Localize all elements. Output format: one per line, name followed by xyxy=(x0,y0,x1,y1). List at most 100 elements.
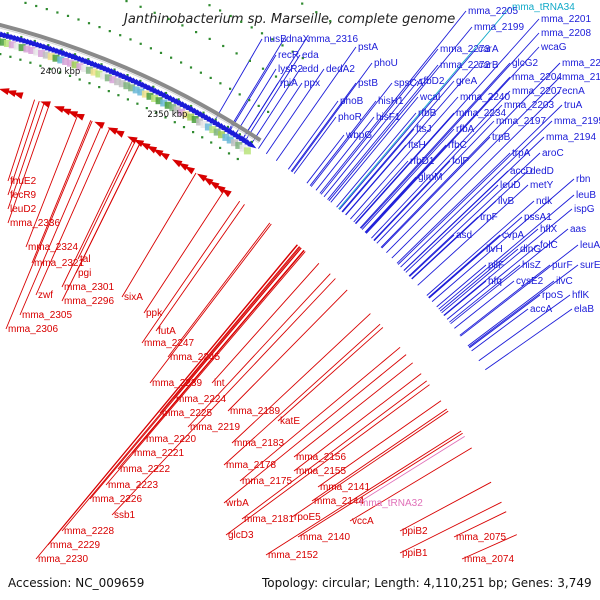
forward-gene-label: leuA1 xyxy=(580,240,600,251)
ring-tick xyxy=(129,38,132,41)
feature-block xyxy=(3,40,11,47)
forward-gene-label: recR xyxy=(278,50,299,61)
reverse-gene-label: mma_2224 xyxy=(176,394,226,405)
ring-tick xyxy=(261,67,265,70)
forward-gene-label: rpiA xyxy=(280,78,298,89)
gene-pointer xyxy=(7,101,40,196)
feature-block xyxy=(8,41,16,49)
forward-gene-label: hisZ xyxy=(522,260,541,271)
reverse-gene-arrow xyxy=(197,173,208,182)
forward-gene-label: rfbD1 xyxy=(410,156,435,167)
reverse-gene-arrow xyxy=(107,127,119,135)
ring-tick xyxy=(119,34,122,37)
feature-block xyxy=(123,82,131,90)
backbone-shadow xyxy=(0,27,260,144)
reverse-gene-arrow xyxy=(54,106,65,113)
forward-gene-label: trpB xyxy=(492,132,511,143)
reverse-gene-arrow xyxy=(221,188,232,198)
gene-pointer xyxy=(213,38,263,122)
reverse-gene-label: mma_2178 xyxy=(226,460,276,471)
forward-gene-label: eda xyxy=(302,50,319,61)
forward-gene-label: ndk xyxy=(536,196,553,207)
gene-pointer xyxy=(468,264,579,348)
ring-tick xyxy=(222,44,225,48)
reverse-gene-label: mma_2141 xyxy=(320,482,370,493)
feature-block xyxy=(38,50,45,57)
gene-pointer-lines xyxy=(5,6,579,560)
gene-pointer xyxy=(386,76,561,254)
reverse-gene-arrow xyxy=(67,111,79,118)
reverse-gene-label: sixA xyxy=(124,292,143,303)
gene-pointer xyxy=(373,104,503,241)
forward-gene-label: surE xyxy=(580,260,600,271)
reverse-gene-arrow xyxy=(215,185,226,194)
ring-tick xyxy=(250,140,253,143)
ring-tick xyxy=(250,26,253,29)
feature-block xyxy=(209,126,217,134)
gene-pointer xyxy=(359,62,511,229)
gene-pointer xyxy=(319,10,467,194)
ring-tick xyxy=(117,94,120,97)
ring-tick xyxy=(107,90,110,93)
reverse-gene-label: rpoE5 xyxy=(294,512,321,523)
forward-gene-label: pstA xyxy=(358,42,378,53)
feature-block xyxy=(13,42,21,50)
gene-pointer xyxy=(360,32,540,229)
forward-gene-label: nusB xyxy=(264,34,287,45)
forward-gene-label: cvpA xyxy=(502,230,525,241)
ring-tick xyxy=(167,17,170,21)
gene-pointer xyxy=(61,139,134,288)
gene-pointer xyxy=(323,80,419,198)
feature-block xyxy=(132,86,140,94)
forward-gene-label: mma_2203 xyxy=(504,100,554,111)
reverse-gene-label: vccA xyxy=(352,516,374,527)
gene-pointer xyxy=(373,160,451,242)
gene-pointer xyxy=(242,82,279,139)
gene-pointer xyxy=(265,430,462,556)
gene-pointer xyxy=(229,54,277,131)
feature-block xyxy=(239,144,247,152)
gene-pointer xyxy=(380,62,561,248)
gene-pointer xyxy=(417,184,529,286)
feature-block xyxy=(104,74,112,82)
reverse-gene-label: mma_2222 xyxy=(120,464,170,475)
gene-pointer xyxy=(258,82,303,149)
reverse-gene-label: pgi xyxy=(78,268,91,279)
ring-tick xyxy=(248,99,251,102)
reverse-gene-label: ppiB2 xyxy=(402,526,428,537)
forward-gene-label: purF xyxy=(552,260,573,271)
forward-gene-label: hflX xyxy=(540,224,558,235)
gene-pointer xyxy=(275,46,357,161)
forward-gene-label: trpF xyxy=(480,212,498,223)
gene-pointer xyxy=(403,170,509,271)
reverse-gene-label: mma_2239 xyxy=(152,378,202,389)
forward-gene-label: greA xyxy=(456,76,477,87)
gene-pointer xyxy=(291,410,449,518)
feature-block xyxy=(76,63,84,71)
ring-tick xyxy=(209,76,212,79)
forward-gene-label: mma_2194 xyxy=(546,132,596,143)
feature-block xyxy=(191,116,199,123)
gene-pointer xyxy=(7,104,50,224)
reverse-gene-label: mma_2223 xyxy=(108,480,158,491)
feature-block xyxy=(196,118,204,126)
feature-block xyxy=(204,123,212,131)
reverse-gene-arrow xyxy=(0,88,10,95)
forward-gene-label: mma_2196 xyxy=(562,72,600,83)
ring-tick xyxy=(235,52,238,55)
feature-block xyxy=(109,76,117,84)
ring-tick xyxy=(60,48,63,51)
reverse-gene-label: fhuE2 xyxy=(10,176,37,187)
reverse-gene-arrow xyxy=(94,121,105,129)
ring-tick xyxy=(24,1,27,4)
forward-gene-label: ftsH xyxy=(408,140,426,151)
gene-pointer xyxy=(245,54,301,141)
ring-tick xyxy=(240,20,243,23)
reverse-gene-arrow xyxy=(184,166,195,175)
feature-block xyxy=(18,44,26,52)
ring-tick xyxy=(208,4,211,7)
gene-pointer xyxy=(399,501,502,554)
trna-gene-label: mma_tRNA34 xyxy=(512,2,575,13)
